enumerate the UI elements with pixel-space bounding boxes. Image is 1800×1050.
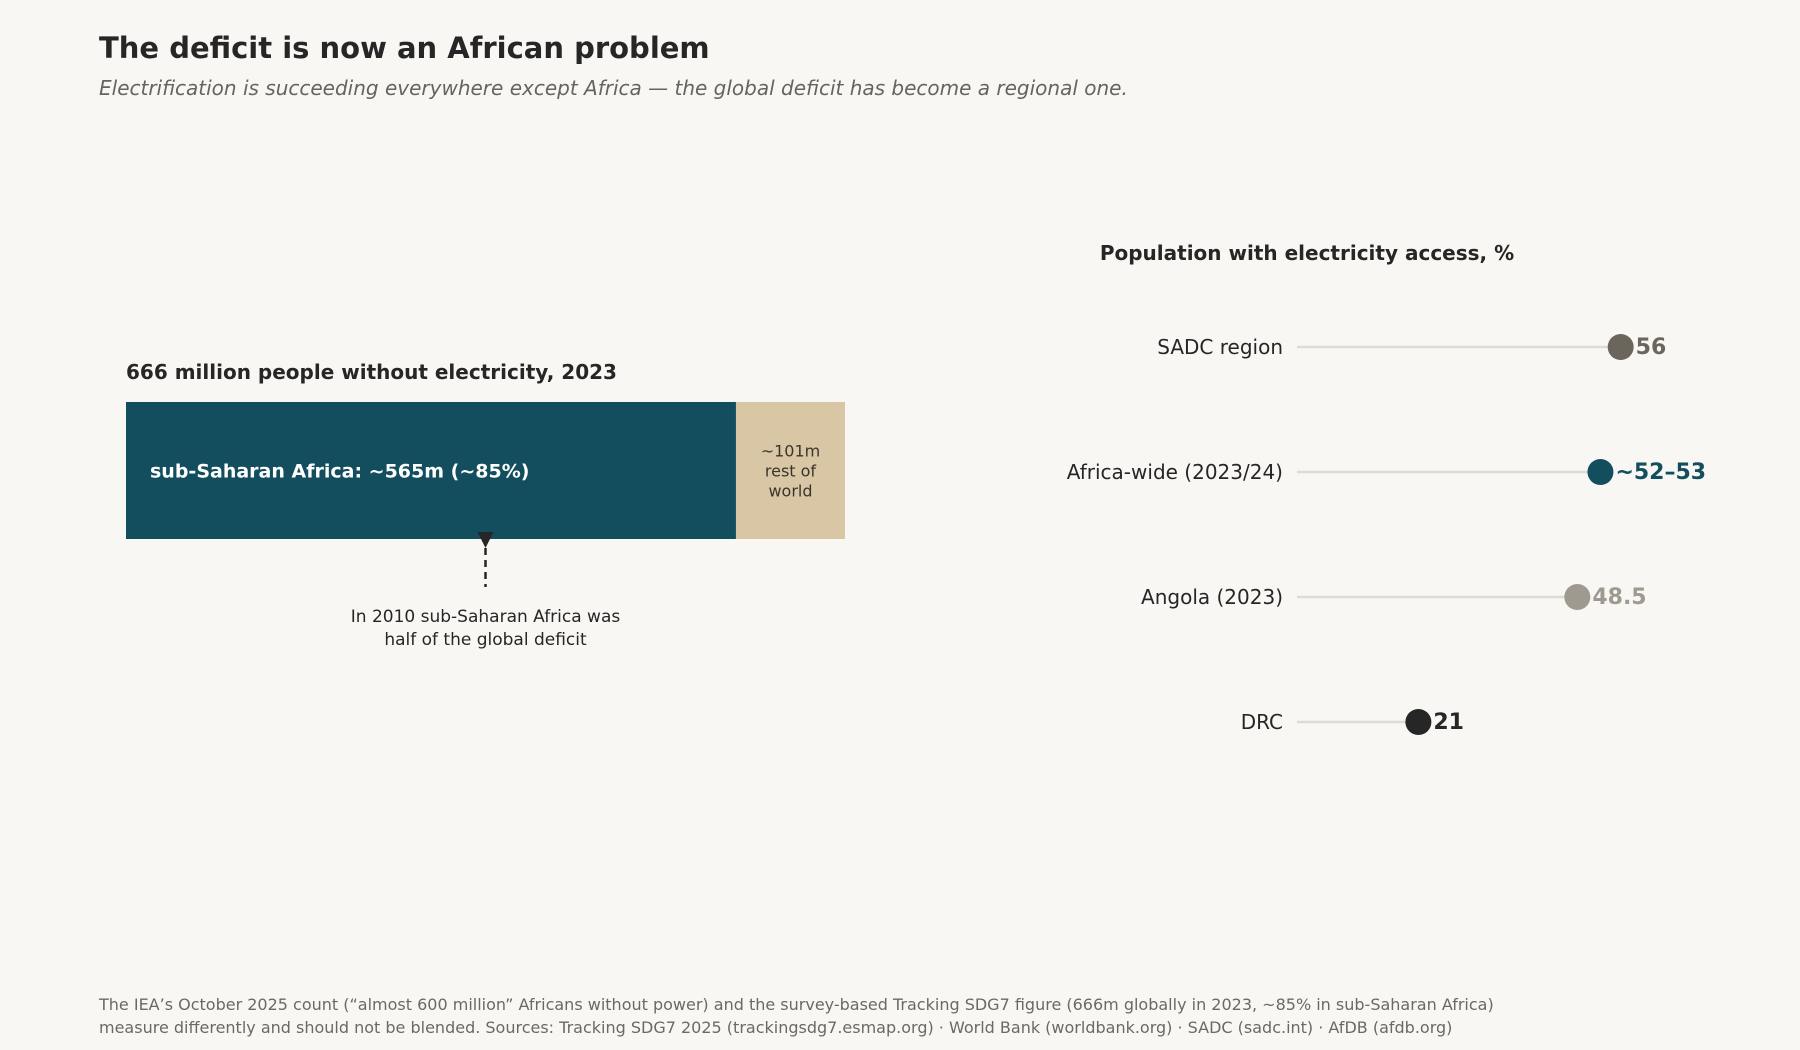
bar-segment-sub-saharan-africa	[126, 402, 736, 539]
dot-value-label: 48.5	[1592, 585, 1646, 610]
dot-category-label: SADC region	[1157, 335, 1283, 359]
dot-row: SADC region 56	[1157, 334, 1666, 360]
bar-segment-label: ~101m rest of world	[761, 442, 821, 501]
dot-category-label: DRC	[1241, 710, 1283, 734]
bar-segment-label: sub-Saharan Africa: ~565m (~85%)	[150, 461, 529, 483]
deficit-bar-chart: 666 million people without electricity, …	[126, 360, 845, 650]
annotation-marker	[477, 532, 494, 548]
dot-value-label: ~52–53	[1615, 460, 1706, 485]
dot-category-label: Angola (2023)	[1141, 585, 1283, 609]
dot-point	[1587, 459, 1614, 485]
footer-line: measure differently and should not be bl…	[99, 1018, 1453, 1037]
dot-value-label: 56	[1636, 335, 1667, 360]
dot-point	[1405, 709, 1432, 735]
bar-segment-rest-of-world	[735, 402, 845, 539]
dot-category-label: Africa-wide (2023/24)	[1067, 460, 1283, 484]
footer-notes: The IEA’s October 2025 count (“almost 60…	[99, 993, 1719, 1039]
annotation-text: In 2010 sub-Saharan Africa was half of th…	[351, 607, 621, 650]
dot-row: DRC 21	[1241, 709, 1464, 735]
dot-point	[1607, 334, 1634, 360]
footer-line: The IEA’s October 2025 count (“almost 60…	[99, 995, 1494, 1014]
access-dot-plot: Population with electricity access, % SA…	[1067, 241, 1706, 735]
bar-chart-title: 666 million people without electricity, …	[126, 360, 617, 384]
dot-plot-title: Population with electricity access, %	[1100, 241, 1514, 265]
dot-row: Angola (2023) 48.5	[1141, 584, 1647, 610]
dot-row: Africa-wide (2023/24) ~52–53	[1067, 459, 1706, 485]
page-subtitle: Electrification is succeeding everywhere…	[99, 76, 1128, 100]
dot-point	[1564, 584, 1591, 610]
page-title: The deficit is now an African problem	[99, 31, 710, 65]
dot-value-label: 21	[1433, 710, 1464, 735]
